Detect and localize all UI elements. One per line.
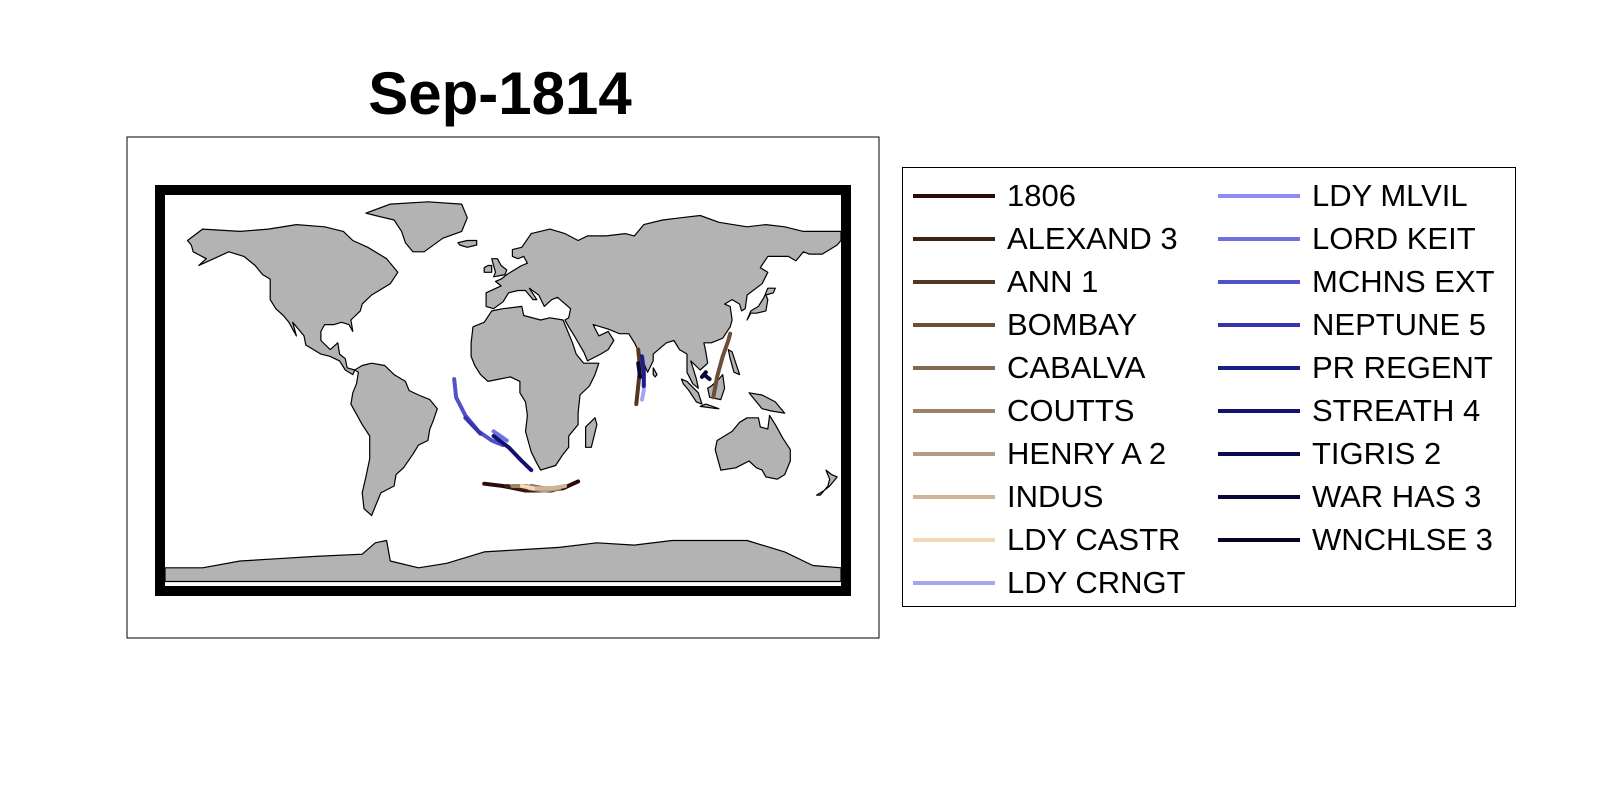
land-madagascar [584,417,598,448]
legend-swatch [913,194,995,198]
land-eurasia [485,214,842,389]
legend-label: LDY CASTR [1007,522,1181,557]
track-indus [532,484,567,491]
legend-swatch [913,280,995,284]
legend-swatch [913,495,995,499]
legend-swatch [1218,495,1300,499]
land-greenland [365,201,468,253]
legend-item: LORD KEIT [1208,219,1476,259]
legend-label: LORD KEIT [1312,221,1476,256]
legend-item: ALEXAND 3 [903,219,1178,259]
legend-swatch [1218,538,1300,542]
land-new-guinea [748,392,786,414]
legend-swatch [913,409,995,413]
land-australia [714,414,791,480]
legend-label: BOMBAY [1007,307,1138,342]
legend-swatch [1218,452,1300,456]
land-new-zealand [815,469,838,496]
map-title: Sep-1814 [368,60,632,127]
land-java [699,403,720,410]
legend-swatch [1218,409,1300,413]
track-bombay [711,331,733,400]
legend-item: WAR HAS 3 [1208,477,1481,517]
legend-swatch [913,323,995,327]
legend-item: MCHNS EXT [1208,262,1495,302]
legend-item: 1806 [903,176,1076,216]
legend-label: ANN 1 [1007,264,1099,299]
legend-item: STREATH 4 [1208,391,1480,431]
track-neptune-5 [463,415,483,436]
legend-item: LDY CRNGT [903,563,1186,603]
legend-label: STREATH 4 [1312,393,1481,428]
legend-swatch [913,237,995,241]
legend-swatch [1218,237,1300,241]
land-ireland [483,264,493,273]
legend-swatch [913,366,995,370]
legend-item: CABALVA [903,348,1145,388]
legend-item: COUTTS [903,391,1134,431]
legend-label: INDUS [1007,479,1104,514]
legend-label: MCHNS EXT [1312,264,1495,299]
track-war-has-3 [636,361,643,379]
land-great-britain [491,258,508,278]
legend-label: HENRY A 2 [1007,436,1167,471]
legend-swatch [1218,194,1300,198]
legend-item: BOMBAY [903,305,1137,345]
land-south-america [350,362,438,517]
legend-swatch [913,452,995,456]
track-streath-4 [491,434,534,473]
legend-swatch [913,538,995,542]
legend-label: ALEXAND 3 [1007,221,1178,256]
legend-swatch [1218,280,1300,284]
land-north-america [186,224,399,376]
legend: 1806 ALEXAND 3 ANN 1 BOMBAY CABALVA COUTTS HEN… [902,167,1516,607]
track-pr-regent [640,354,646,388]
legend-label: TIGRIS 2 [1312,436,1442,471]
legend-item: HENRY A 2 [903,434,1166,474]
legend-item: WNCHLSE 3 [1208,520,1493,560]
land-philippines [727,349,741,376]
legend-item: INDUS [903,477,1103,517]
legend-label: WAR HAS 3 [1312,479,1482,514]
legend-label: PR REGENT [1312,350,1493,385]
legend-item: NEPTUNE 5 [1208,305,1486,345]
track-wnchlse-3 [700,370,708,379]
legend-swatch [1218,366,1300,370]
legend-label: 1806 [1007,178,1076,213]
legend-label: COUTTS [1007,393,1135,428]
land-antarctica [164,539,842,583]
land-sumatra [680,378,703,405]
legend-label: LDY CRNGT [1007,565,1186,600]
legend-item: PR REGENT [1208,348,1493,388]
legend-item: LDY CASTR [903,520,1180,560]
land-iceland [457,239,478,248]
legend-swatch [1218,323,1300,327]
land-masses [164,201,842,583]
legend-label: WNCHLSE 3 [1312,522,1493,557]
track-lord-keit [491,429,509,443]
legend-label: CABALVA [1007,350,1146,385]
legend-item: ANN 1 [903,262,1098,302]
land-africa [470,305,600,471]
legend-swatch [913,581,995,585]
legend-label: LDY MLVIL [1312,178,1468,213]
legend-item: TIGRIS 2 [1208,434,1441,474]
land-japan [746,287,776,321]
legend-label: NEPTUNE 5 [1312,307,1486,342]
track-ldy-castr [519,484,535,491]
legend-item: LDY MLVIL [1208,176,1468,216]
land-sri-lanka [652,367,658,378]
ship-tracks [452,331,733,493]
